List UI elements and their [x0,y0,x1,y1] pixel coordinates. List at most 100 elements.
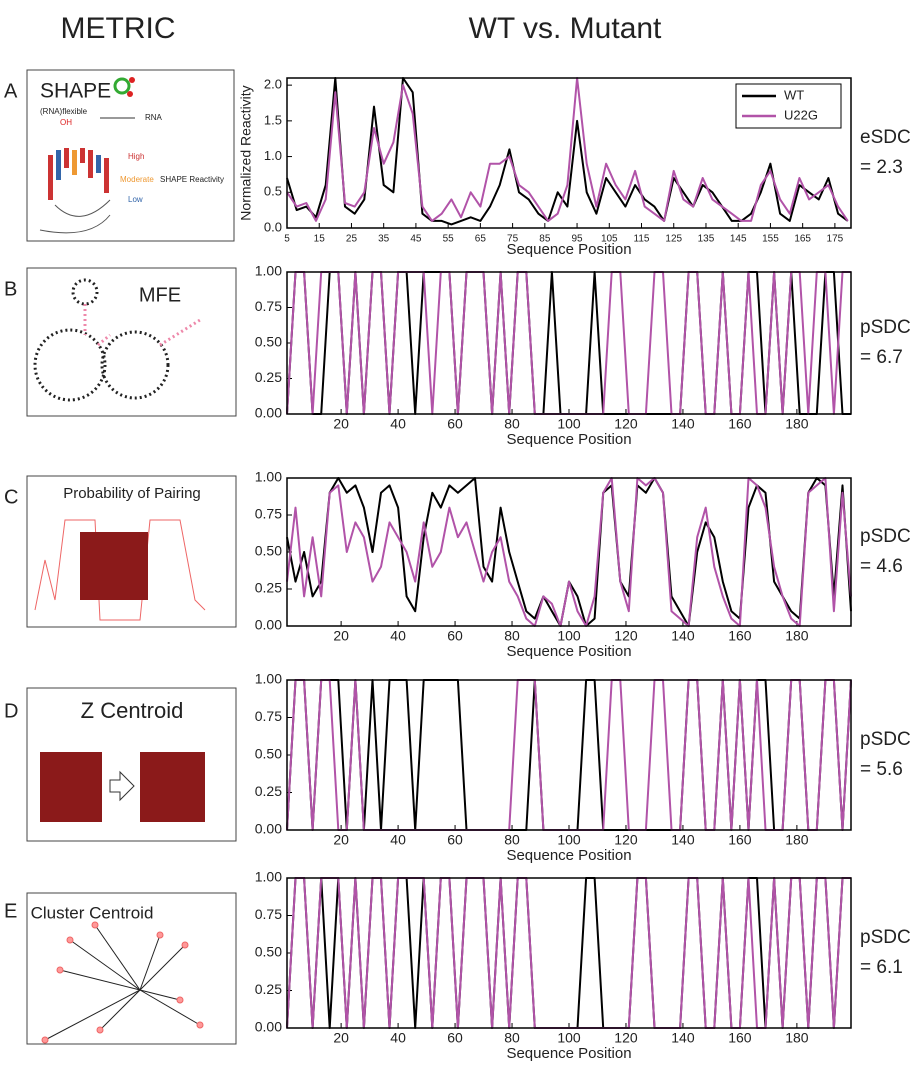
x-tick-label: 140 [671,832,695,848]
scheme-text: High [128,152,144,161]
x-tick-label: 20 [333,1030,349,1046]
x-tick-label: 80 [504,1030,520,1046]
x-tick-label: 125 [665,234,682,245]
series-line [286,77,849,222]
x-tick-label: 45 [410,234,422,245]
x-tick-label: 100 [557,1030,581,1046]
plot-frame [286,77,852,229]
series-line [286,271,851,415]
y-tick-label: 2.0 [264,77,282,92]
x-tick-label: 180 [785,416,809,432]
column-header: METRIC [61,12,176,45]
x-axis-label: Sequence Position [506,847,631,864]
scheme-text: SHAPE Reactivity [160,175,224,184]
matrix-icon [140,752,205,822]
x-tick-label: 120 [614,1030,638,1046]
x-axis-label: Sequence Position [506,1045,631,1062]
matrix-icon [80,532,148,600]
x-tick-label: 40 [390,832,406,848]
sdc-annotation: pSDC [860,526,911,547]
scheme-text: RNA [145,113,163,122]
y-tick-label: 0.25 [255,783,282,799]
sdc-annotation: pSDC [860,927,911,948]
x-tick-label: 145 [730,234,747,245]
x-tick-label: 40 [390,416,406,432]
y-tick-label: 0.50 [255,334,282,350]
y-axis-label: Normalized Reactivity [238,85,254,220]
scheme-text: Moderate [120,175,154,184]
panel-letter: A [4,80,18,102]
x-tick-label: 160 [728,832,752,848]
sdc-annotation: = 2.3 [860,157,903,178]
x-tick-label: 80 [504,832,520,848]
y-tick-label: 1.00 [255,469,282,485]
panel-letter: C [4,486,18,508]
plot-frame [286,477,852,627]
y-tick-label: 0.75 [255,708,282,724]
x-tick-label: 60 [447,628,463,644]
x-tick-label: 25 [346,234,358,245]
y-tick-label: 0.50 [255,543,282,559]
x-tick-label: 160 [728,1030,752,1046]
column-header: WT vs. Mutant [469,12,662,45]
x-tick-label: 100 [557,628,581,644]
metric-title: Cluster Centroid [31,903,154,922]
y-tick-label: 0.5 [264,184,282,199]
plot-frame [286,877,852,1029]
y-tick-label: 0.25 [255,981,282,997]
legend-box [735,83,842,129]
y-tick-label: 1.0 [264,148,282,163]
x-tick-label: 20 [333,628,349,644]
x-tick-label: 20 [333,832,349,848]
metric-title: SHAPE [40,80,111,103]
y-tick-label: 1.00 [255,263,282,279]
x-tick-label: 65 [475,234,487,245]
panel-box [26,267,237,417]
x-tick-label: 120 [614,832,638,848]
legend-label: WT [784,87,804,102]
x-tick-label: 60 [447,416,463,432]
x-tick-label: 105 [601,234,618,245]
y-tick-label: 0.00 [255,821,282,837]
scheme-text: OH [60,118,72,127]
legend-label: U22G [784,107,818,122]
x-tick-label: 180 [785,1030,809,1046]
y-tick-label: 0.00 [255,405,282,421]
x-tick-label: 80 [504,416,520,432]
plot-frame [286,679,852,831]
y-tick-label: 0.75 [255,506,282,522]
x-axis-label: Sequence Position [506,431,631,448]
panel-box [26,892,237,1045]
sdc-annotation: eSDC [860,127,911,148]
y-tick-label: 0.50 [255,746,282,762]
y-tick-label: 0.0 [264,219,282,234]
x-tick-label: 5 [284,234,290,245]
metric-title: Probability of Pairing [63,485,201,502]
x-tick-label: 135 [698,234,715,245]
x-axis-label: Sequence Position [506,643,631,660]
sdc-annotation: = 6.7 [860,347,903,368]
x-tick-label: 140 [671,416,695,432]
x-tick-label: 15 [314,234,326,245]
x-tick-label: 40 [390,628,406,644]
arrow [109,770,135,802]
metric-title: MFE [139,284,181,306]
x-tick-label: 100 [557,832,581,848]
sdc-annotation: = 6.1 [860,957,903,978]
y-tick-label: 1.5 [264,112,282,127]
panel-box [26,687,237,842]
y-tick-label: 0.00 [255,1019,282,1035]
pairing-icon [34,519,206,621]
sdc-annotation: = 4.6 [860,556,903,577]
x-tick-label: 75 [507,234,519,245]
panel-box [26,69,235,242]
y-tick-label: 0.75 [255,906,282,922]
x-tick-label: 175 [827,234,844,245]
sdc-annotation: pSDC [860,317,911,338]
x-tick-label: 160 [728,416,752,432]
panel-letter: E [4,900,17,922]
y-tick-label: 1.00 [255,869,282,885]
x-tick-label: 140 [671,628,695,644]
series-line [286,679,852,831]
